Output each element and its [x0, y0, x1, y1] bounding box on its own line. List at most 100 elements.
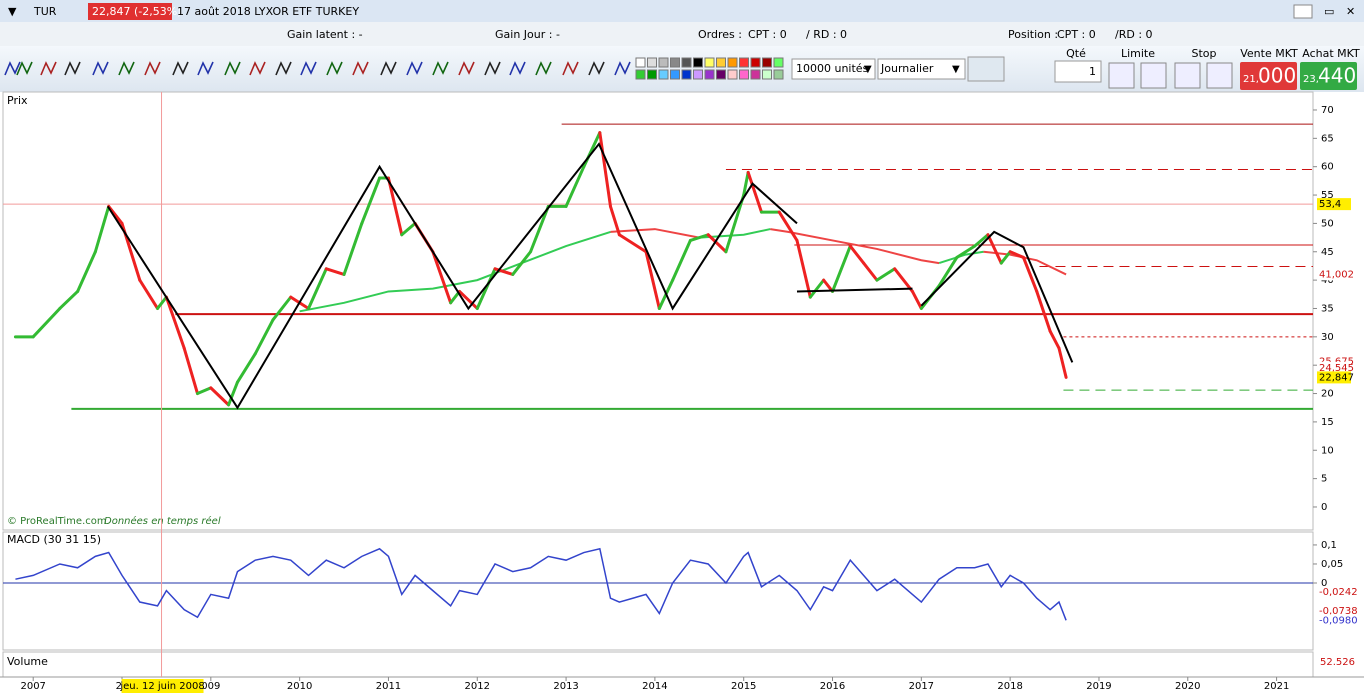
tool-icon[interactable] [614, 61, 631, 76]
limit-sell-button[interactable] [1140, 62, 1167, 89]
tool-icon[interactable] [92, 61, 109, 76]
x-tick-label: 2014 [642, 681, 667, 692]
buy-price-small: 23, [1303, 74, 1319, 85]
price-segment [76, 250, 97, 293]
tool-icon[interactable] [352, 61, 369, 76]
tool-icon[interactable] [40, 61, 57, 76]
color-swatch[interactable] [635, 57, 646, 68]
tool-icon[interactable] [144, 61, 161, 76]
tool-icon[interactable] [484, 61, 501, 76]
tool-icon[interactable] [64, 61, 81, 76]
y-tick-label: 0,05 [1321, 559, 1343, 570]
color-swatch[interactable] [693, 69, 703, 80]
position-rd: /RD : 0 [1115, 28, 1153, 41]
color-swatch[interactable] [727, 57, 738, 68]
tool-icon[interactable] [16, 61, 33, 76]
color-swatch[interactable] [773, 69, 784, 80]
price-segment [253, 318, 275, 356]
tool-icon[interactable] [326, 61, 343, 76]
price-segment [706, 233, 728, 254]
price-segment [1048, 329, 1061, 350]
tool-icon[interactable] [432, 61, 449, 76]
color-swatch[interactable] [670, 69, 680, 80]
tool-icon[interactable] [118, 61, 135, 76]
tool-icon[interactable] [588, 61, 605, 76]
price-segment [182, 346, 200, 396]
units-select[interactable] [791, 58, 876, 80]
color-swatch[interactable] [658, 57, 669, 68]
dropdown-arrow: ▼ [952, 64, 960, 75]
qty-input[interactable] [1054, 60, 1102, 83]
x-tick-label: 2017 [909, 681, 934, 692]
stop-sell-button[interactable] [1206, 62, 1233, 89]
price-segment [564, 165, 586, 208]
y-tick-label: 55 [1321, 190, 1334, 201]
price-marker-label: -0,0242 [1319, 587, 1358, 598]
color-swatch[interactable] [762, 69, 772, 80]
close[interactable]: ✕ [1346, 5, 1355, 18]
y-tick-label: 15 [1321, 417, 1334, 428]
tool-icon[interactable] [380, 61, 397, 76]
color-swatch[interactable] [727, 69, 738, 80]
color-swatch[interactable] [670, 57, 680, 68]
price-segment [808, 278, 826, 299]
period-select[interactable] [877, 58, 966, 80]
color-swatch[interactable] [739, 57, 749, 68]
tool-icon[interactable] [509, 61, 526, 76]
price-marker [1317, 198, 1351, 211]
color-swatch[interactable] [739, 69, 749, 80]
sell-label: Vente MKT [1240, 47, 1298, 60]
price-segment [608, 204, 621, 237]
color-swatch[interactable] [635, 69, 646, 80]
y-tick-label: 70 [1321, 105, 1334, 116]
color-swatch[interactable] [704, 69, 715, 80]
color-swatch[interactable] [647, 57, 657, 68]
price-segment [1057, 346, 1068, 379]
color-swatch[interactable] [716, 69, 726, 80]
price-marker-label: 24,545 [1319, 363, 1354, 374]
tool-icon[interactable] [249, 61, 266, 76]
chart-type-button[interactable] [967, 56, 1005, 82]
price-segment [31, 306, 62, 339]
tool-icon[interactable] [224, 61, 241, 76]
price-segment [598, 131, 612, 208]
color-swatch[interactable] [762, 57, 772, 68]
color-swatch[interactable] [773, 57, 784, 68]
color-swatch[interactable] [681, 69, 692, 80]
tool-icon[interactable] [4, 61, 21, 76]
units: 10000 unités [796, 62, 869, 75]
color-swatch[interactable] [750, 69, 761, 80]
y-tick-label: 65 [1321, 133, 1334, 144]
color-swatch[interactable] [658, 69, 669, 80]
tool-icon[interactable] [406, 61, 423, 76]
credit-note: Données en temps réel [104, 515, 221, 527]
tool-icon[interactable] [300, 61, 317, 76]
minimize[interactable]: ▭ [1324, 5, 1334, 18]
buy-button[interactable] [1300, 62, 1357, 90]
tool-icon[interactable] [197, 61, 214, 76]
qty-label: Qté [1066, 47, 1086, 60]
price-segment [644, 250, 661, 310]
price-segment [93, 204, 111, 254]
price-marker [1317, 605, 1361, 618]
tool-icon[interactable] [535, 61, 552, 76]
limit-buy-button[interactable] [1108, 62, 1135, 89]
color-swatch[interactable] [647, 69, 657, 80]
tool-icon[interactable] [275, 61, 292, 76]
tool-icon[interactable] [562, 61, 579, 76]
color-swatch[interactable] [693, 57, 703, 68]
tool-icon[interactable] [458, 61, 475, 76]
price-segment [529, 204, 550, 254]
y-tick-label: 0 [1321, 578, 1327, 589]
sell-button[interactable] [1240, 62, 1297, 90]
moving-average [699, 228, 771, 239]
color-swatch[interactable] [716, 57, 726, 68]
color-swatch[interactable] [681, 57, 692, 68]
stop-buy-button[interactable] [1174, 62, 1201, 89]
keyboard-button[interactable] [1293, 4, 1313, 19]
price-panel [2, 91, 1314, 531]
price-segment [431, 250, 453, 305]
tool-icon[interactable] [172, 61, 189, 76]
color-swatch[interactable] [704, 57, 715, 68]
color-swatch[interactable] [750, 57, 761, 68]
